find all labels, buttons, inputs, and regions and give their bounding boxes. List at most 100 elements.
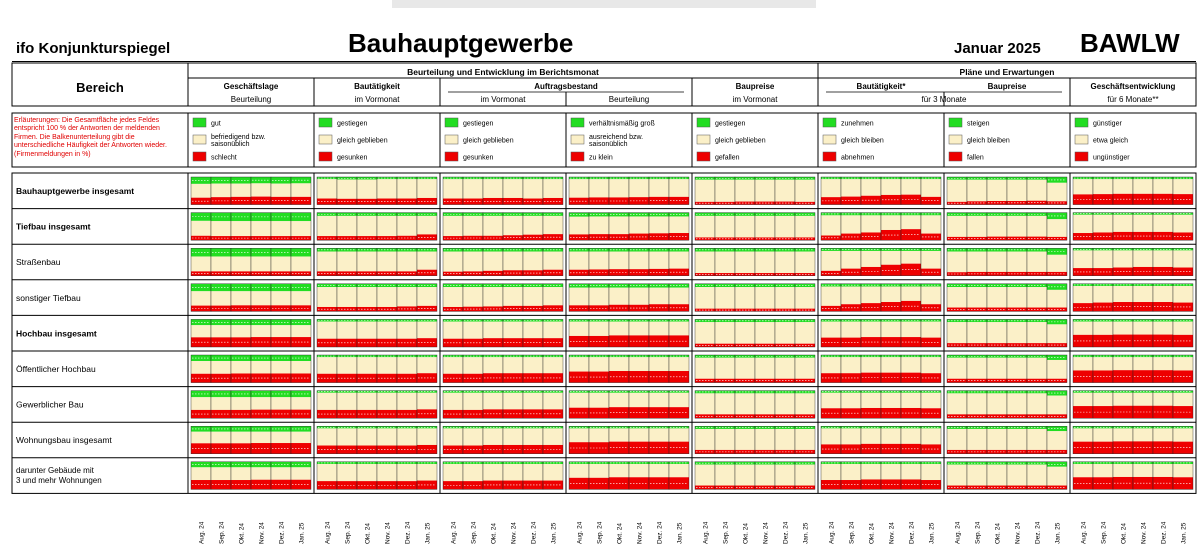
- bar-neutral: [609, 392, 629, 408]
- bar-neutral: [1027, 393, 1047, 415]
- column-title: Baupreise: [736, 82, 775, 91]
- bar-neutral: [735, 428, 755, 450]
- bar-neutral: [715, 287, 735, 309]
- bar-neutral: [317, 392, 337, 410]
- bar-neutral: [1007, 464, 1027, 486]
- bar-neutral: [1133, 286, 1153, 303]
- bar-neutral: [1047, 182, 1067, 202]
- bar-neutral: [1173, 357, 1193, 371]
- month-tick-label: Jan. 25: [299, 522, 306, 544]
- bar-neutral: [503, 392, 523, 410]
- bar-neutral: [317, 287, 337, 307]
- bar-neutral: [695, 464, 715, 486]
- bar-neutral: [795, 322, 815, 344]
- bar-neutral: [503, 321, 523, 339]
- bar-neutral: [483, 287, 503, 307]
- bar-neutral: [1073, 464, 1093, 478]
- bar-neutral: [901, 428, 921, 444]
- bar-neutral: [1047, 395, 1067, 415]
- bar-neutral: [523, 357, 543, 374]
- legend-swatch: [192, 151, 207, 162]
- bar-neutral: [1173, 321, 1193, 335]
- bar-neutral: [1113, 321, 1133, 335]
- bar-neutral: [1047, 431, 1067, 450]
- bar-neutral: [337, 179, 357, 199]
- column-subtitle: Beurteilung: [231, 95, 271, 104]
- bar-neutral: [231, 291, 251, 306]
- bar-outline: [794, 212, 816, 241]
- bar-neutral: [901, 392, 921, 408]
- bar-neutral: [1007, 322, 1027, 344]
- bar-outline: [1046, 426, 1068, 455]
- bar-neutral: [377, 392, 397, 410]
- legend-label: gleich bleiben: [841, 138, 884, 145]
- bar-neutral: [291, 361, 311, 374]
- bar-neutral: [1073, 428, 1093, 442]
- bar-neutral: [1093, 392, 1113, 407]
- bar-outline: [1046, 390, 1068, 419]
- bar-neutral: [1047, 219, 1067, 237]
- legend-label: gleich geblieben: [463, 138, 514, 145]
- bar-neutral: [1027, 287, 1047, 308]
- month-tick-label: Okt. 24: [617, 523, 624, 544]
- bar-neutral: [735, 393, 755, 415]
- bar-neutral: [357, 428, 377, 446]
- bar-outline: [290, 426, 312, 455]
- bar-neutral: [231, 325, 251, 338]
- bar-neutral: [523, 287, 543, 306]
- bar-neutral: [291, 256, 311, 272]
- bar-outline: [1046, 247, 1068, 276]
- bar-neutral: [337, 215, 357, 237]
- page-title: Bauhauptgewerbe: [348, 28, 574, 58]
- bar-outline: [416, 176, 438, 205]
- bar-neutral: [649, 357, 669, 372]
- bar-neutral: [1153, 357, 1173, 371]
- bar-outline: [290, 319, 312, 348]
- bar-outline: [668, 283, 690, 312]
- bar-neutral: [503, 251, 523, 271]
- bar-neutral: [397, 215, 417, 236]
- month-tick-label: Dez. 24: [783, 521, 790, 544]
- legend-label: gestiegen: [337, 121, 367, 128]
- bar-neutral: [317, 428, 337, 446]
- bar-outline: [416, 212, 438, 241]
- bar-neutral: [337, 392, 357, 410]
- legend-label: günstiger: [1093, 121, 1122, 128]
- bar-neutral: [967, 464, 987, 486]
- bar-neutral: [231, 221, 251, 237]
- bar-neutral: [231, 183, 251, 197]
- bar-neutral: [1133, 428, 1153, 442]
- bar-neutral: [503, 287, 523, 306]
- bar-neutral: [629, 357, 649, 372]
- bar-outline: [416, 319, 438, 348]
- bar-neutral: [211, 221, 231, 237]
- bar-neutral: [443, 251, 463, 272]
- bar-outline: [1172, 212, 1194, 241]
- bar-neutral: [503, 215, 523, 236]
- bar-neutral: [821, 215, 841, 236]
- bar-neutral: [483, 321, 503, 339]
- bar-neutral: [1027, 251, 1047, 272]
- bar-neutral: [1113, 428, 1133, 442]
- bar-neutral: [251, 361, 271, 374]
- bar-neutral: [755, 251, 775, 274]
- legend-swatch: [318, 117, 333, 128]
- bar-neutral: [1047, 289, 1067, 308]
- bar-neutral: [861, 179, 881, 196]
- month-tick-label: Jan. 25: [551, 522, 558, 544]
- bar-neutral: [881, 215, 901, 230]
- bar-neutral: [483, 357, 503, 374]
- column-subtitle: für 3 Monate: [922, 95, 967, 104]
- bar-neutral: [821, 286, 841, 306]
- bar-outline: [542, 319, 564, 348]
- bar-neutral: [987, 215, 1007, 237]
- publication-title: ifo Konjunkturspiegel: [16, 40, 171, 57]
- row-label: sonstiger Tiefbau: [16, 293, 81, 303]
- bar-neutral: [589, 392, 609, 408]
- bar-neutral: [291, 325, 311, 338]
- bar-neutral: [523, 179, 543, 199]
- bar-neutral: [609, 179, 629, 198]
- bar-neutral: [695, 287, 715, 309]
- month-tick-label: Dez. 24: [531, 521, 538, 544]
- legend-swatch: [696, 134, 711, 145]
